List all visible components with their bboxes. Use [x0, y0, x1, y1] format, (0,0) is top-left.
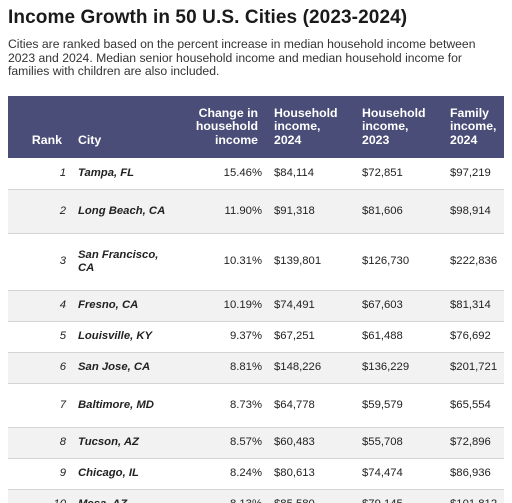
- cell-income-2023: $67,603: [362, 299, 403, 311]
- cell-family-income-2024: $72,896: [450, 436, 491, 448]
- table-row: 2 Long Beach, CA 11.90% $91,318 $81,606 …: [8, 189, 504, 233]
- cell-income-2023: $81,606: [362, 204, 403, 217]
- header-income-2024: Household income, 2024: [274, 105, 338, 147]
- cell-change: 9.37%: [229, 330, 262, 342]
- cell-income-2024: $85,580: [268, 489, 356, 503]
- table-row: 4 Fresno, CA 10.19% $74,491 $67,603 $81,…: [8, 290, 504, 321]
- income-table: Rank City Change in household income Hou…: [8, 96, 504, 503]
- cell-income-2023: $126,730: [362, 255, 410, 267]
- header-rank: Rank: [31, 132, 62, 147]
- cell-income-2023: $61,488: [362, 330, 403, 342]
- cell-family-income-2024: $65,554: [450, 398, 491, 411]
- cell-income-2024: $67,251: [274, 330, 315, 342]
- cell-rank: 7: [59, 398, 66, 411]
- cell-income-2023: $79,145: [356, 489, 444, 503]
- cell-change: 8.73%: [229, 398, 262, 411]
- cell-rank: 5: [59, 330, 66, 342]
- cell-income-2024: $60,483: [274, 436, 315, 448]
- cell-income-2023: $72,851: [362, 166, 403, 179]
- cell-income-2024: $80,613: [274, 467, 315, 479]
- table-body: 1 Tampa, FL 15.46% $84,114 $72,851 $97,2…: [8, 158, 504, 503]
- table-row: 9 Chicago, IL 8.24% $80,613 $74,474 $86,…: [8, 458, 504, 489]
- cell-city: Louisville, KY: [78, 330, 153, 342]
- cell-family-income-2024: $97,219: [450, 166, 491, 179]
- cell-income-2023: $59,579: [362, 398, 403, 411]
- table-row: 5 Louisville, KY 9.37% $67,251 $61,488 $…: [8, 321, 504, 352]
- cell-income-2024: $84,114: [274, 166, 314, 179]
- cell-income-2023: $74,474: [362, 467, 403, 479]
- cell-city: Long Beach, CA: [78, 204, 166, 217]
- cell-city: Fresno, CA: [78, 299, 139, 311]
- table-row: 10 Mesa, AZ 8.13% $85,580 $79,145 $101,8…: [8, 489, 504, 503]
- table-row: 8 Tucson, AZ 8.57% $60,483 $55,708 $72,8…: [8, 427, 504, 458]
- cell-rank: 1: [59, 166, 66, 179]
- table-header: Rank City Change in household income Hou…: [8, 96, 504, 158]
- cell-rank: 3: [59, 255, 66, 267]
- cell-family-income-2024: $101,812: [444, 489, 504, 503]
- cell-change: 8.24%: [229, 467, 262, 479]
- cell-family-income-2024: $86,936: [450, 467, 491, 479]
- page-title: Income Growth in 50 U.S. Cities (2023-20…: [8, 7, 408, 28]
- cell-rank: 8: [59, 436, 66, 448]
- cell-change: 11.90%: [224, 204, 262, 217]
- cell-change: 10.19%: [223, 299, 262, 311]
- table-row: 1 Tampa, FL 15.46% $84,114 $72,851 $97,2…: [8, 158, 504, 189]
- cell-change: 8.13%: [174, 489, 268, 503]
- table-row: 6 San Jose, CA 8.81% $148,226 $136,229 $…: [8, 352, 504, 383]
- cell-change: 10.31%: [223, 255, 262, 267]
- cell-rank: 10: [8, 489, 72, 503]
- cell-change: 8.81%: [229, 361, 262, 373]
- cell-city: Mesa, AZ: [72, 489, 174, 503]
- cell-income-2024: $64,778: [274, 398, 315, 411]
- header-row: Rank City Change in household income Hou…: [8, 96, 504, 158]
- header-change: Change in household income: [195, 105, 258, 147]
- cell-rank: 2: [59, 204, 66, 217]
- header-family-income-2024: Family income, 2024: [450, 105, 497, 147]
- cell-city: San Francisco, CA: [78, 248, 159, 274]
- cell-income-2024: $148,226: [274, 361, 322, 373]
- cell-city: San Jose, CA: [78, 361, 151, 373]
- cell-family-income-2024: $98,914: [450, 204, 491, 217]
- cell-rank: 9: [59, 467, 66, 479]
- page-subtitle: Cities are ranked based on the percent i…: [8, 37, 476, 79]
- cell-change: 8.57%: [229, 436, 262, 448]
- cell-family-income-2024: $76,692: [450, 330, 491, 342]
- cell-city: Tucson, AZ: [78, 436, 139, 448]
- table-row: 3 San Francisco, CA 10.31% $139,801 $126…: [8, 233, 504, 290]
- header-income-2023: Household income, 2023: [362, 105, 426, 147]
- cell-change: 15.46%: [223, 166, 262, 179]
- cell-income-2023: $136,229: [362, 361, 410, 373]
- cell-income-2024: $74,491: [274, 299, 315, 311]
- cell-income-2024: $91,318: [274, 204, 315, 217]
- cell-city: Tampa, FL: [78, 166, 135, 179]
- cell-rank: 4: [59, 299, 66, 311]
- table-row: 7 Baltimore, MD 8.73% $64,778 $59,579 $6…: [8, 383, 504, 427]
- cell-city: Baltimore, MD: [78, 398, 154, 411]
- cell-family-income-2024: $201,721: [450, 361, 498, 373]
- cell-rank: 6: [59, 361, 66, 373]
- header-city: City: [78, 132, 102, 147]
- cell-family-income-2024: $222,836: [450, 255, 498, 267]
- cell-income-2024: $139,801: [274, 255, 322, 267]
- cell-city: Chicago, IL: [78, 467, 139, 479]
- cell-family-income-2024: $81,314: [450, 299, 491, 311]
- cell-income-2023: $55,708: [362, 436, 403, 448]
